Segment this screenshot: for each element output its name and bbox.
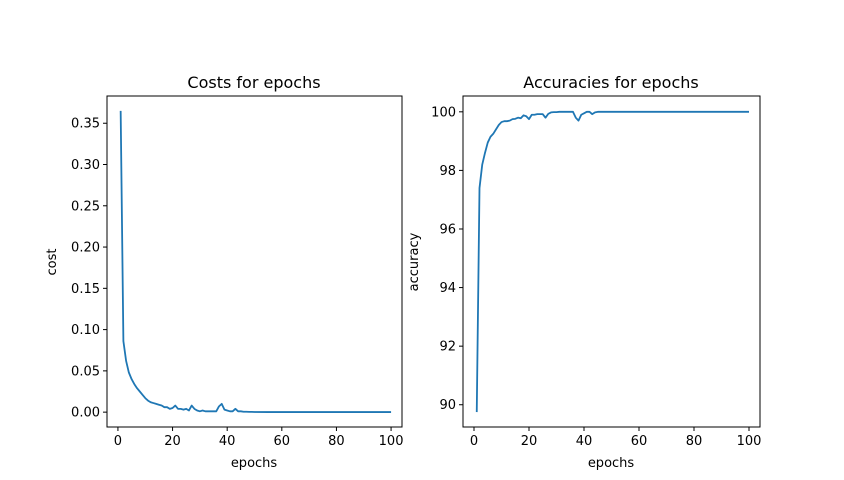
- cost-chart-ytick-label: 0.30: [71, 158, 100, 173]
- cost-chart-panel: Costs for epochs epochs cost 0 20 40 60 80 10…: [45, 73, 403, 471]
- cost-chart-xlabel: epochs: [231, 456, 278, 471]
- accuracy-chart-ytick-label: 100: [431, 105, 456, 120]
- accuracy-chart-title: Accuracies for epochs: [523, 73, 698, 92]
- accuracy-chart-xtick-label: 100: [737, 434, 762, 449]
- accuracy-chart-series-line: [475, 110, 749, 413]
- accuracy-chart-xtick-label: 60: [631, 434, 648, 449]
- cost-chart-ytick-label: 0.10: [71, 323, 100, 338]
- cost-chart-xtick-label: 80: [328, 434, 345, 449]
- cost-chart-ytick-label: 0.25: [71, 199, 100, 214]
- cost-chart-ylabel: cost: [45, 249, 60, 276]
- cost-chart-title: Costs for epochs: [187, 73, 320, 92]
- accuracy-chart-xtick-label: 20: [521, 434, 538, 449]
- cost-chart-ytick-label: 0.35: [71, 117, 100, 132]
- accuracy-chart-ytick-label: 90: [439, 398, 456, 413]
- accuracy-chart-ytick-label: 92: [439, 340, 456, 355]
- cost-chart-xtick-label: 60: [274, 434, 291, 449]
- accuracy-chart-xtick-label: 40: [576, 434, 593, 449]
- accuracy-chart-xlabel: epochs: [588, 456, 635, 471]
- cost-chart-xtick-label: 0: [114, 434, 122, 449]
- accuracy-chart-xtick-label: 80: [686, 434, 703, 449]
- cost-chart-ytick-label: 0.15: [71, 282, 100, 297]
- cost-chart-axes-frame: [106, 95, 403, 428]
- accuracy-chart-xtick-label: 0: [470, 434, 478, 449]
- cost-chart-ytick-label: 0.00: [71, 406, 100, 421]
- accuracy-chart-ytick-label: 96: [439, 222, 456, 237]
- cost-chart-ytick-label: 0.05: [71, 364, 100, 379]
- cost-chart-xtick-label: 40: [219, 434, 236, 449]
- cost-chart-xtick-label: 100: [379, 434, 404, 449]
- accuracy-chart-ylabel: accuracy: [407, 232, 422, 291]
- accuracy-chart-axes-frame: [462, 95, 761, 428]
- cost-chart-ytick-label: 0.20: [71, 241, 100, 256]
- accuracy-chart-panel: Accuracies for epochs epochs accuracy 0 2…: [407, 73, 761, 471]
- cost-chart-xtick-label: 20: [164, 434, 181, 449]
- accuracy-chart-ytick-label: 94: [439, 281, 456, 296]
- cost-chart-series-line: [119, 110, 392, 413]
- accuracy-chart-ytick-label: 98: [439, 164, 456, 179]
